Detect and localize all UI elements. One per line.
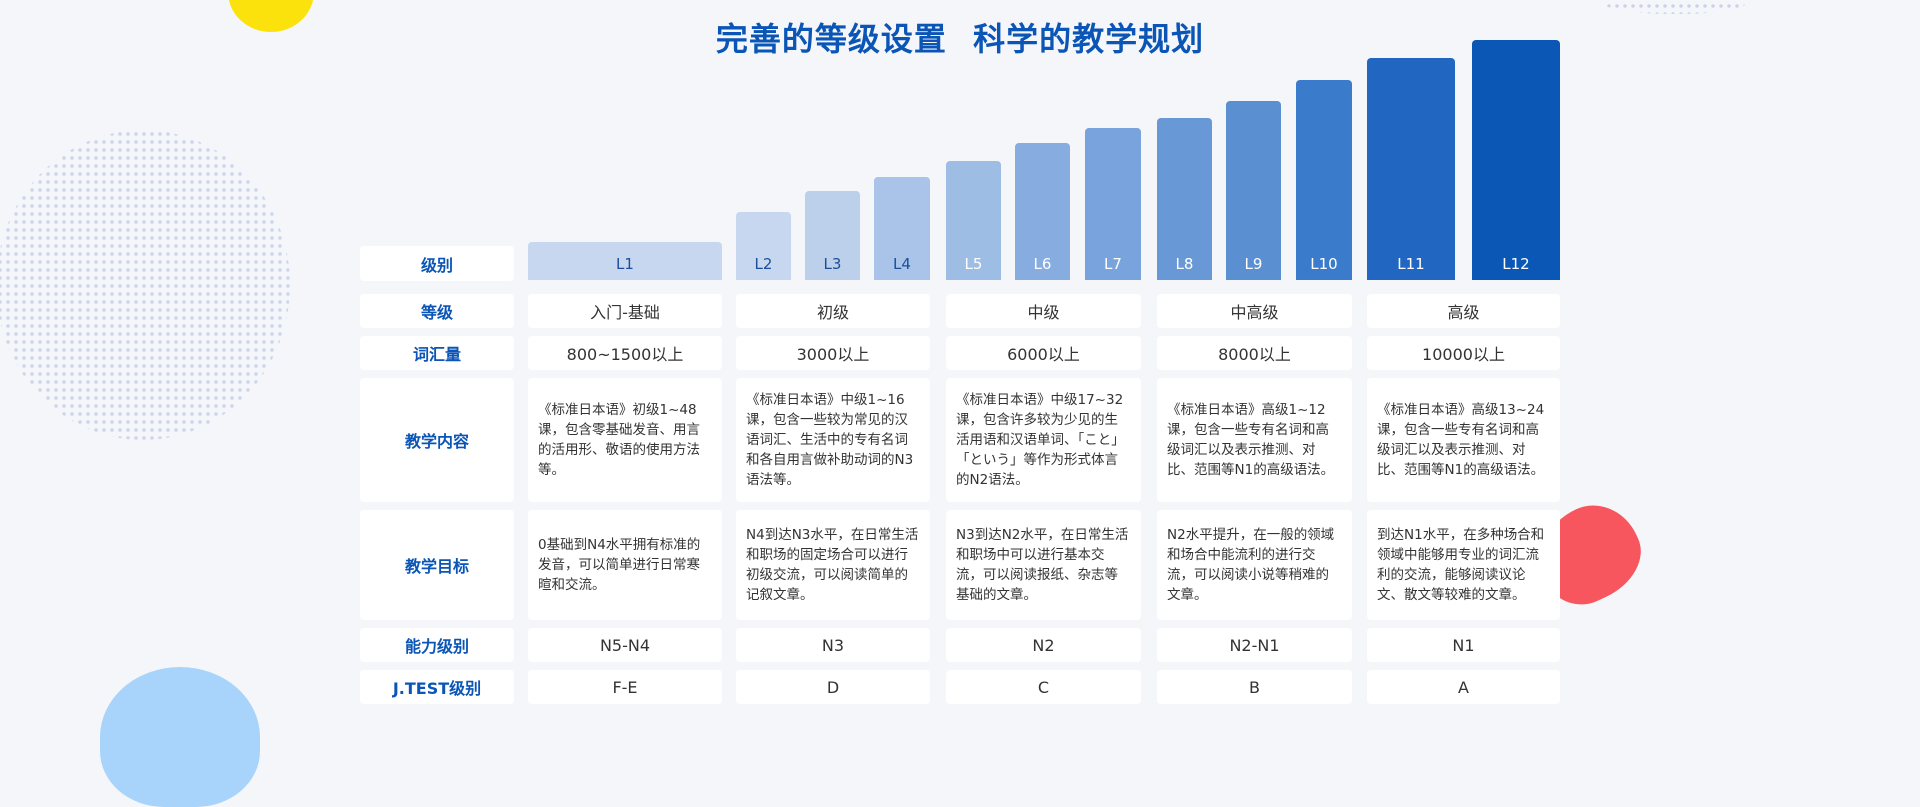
vocab-cell: 10000以上	[1367, 336, 1560, 370]
level-label: L9	[1244, 255, 1263, 273]
dot-pattern-decoration	[0, 130, 290, 440]
level-bar-l7: L7	[1085, 128, 1141, 280]
jtest-cell: F-E	[528, 670, 722, 704]
content-cell: 《标准日本语》高级1~12课，包含一些专有名词和高级词汇以及表示推测、对比、范围…	[1157, 378, 1352, 502]
content-cell: 《标准日本语》中级17~32课，包含许多较为少见的生活用语和汉语单词、「こと」「…	[946, 378, 1141, 502]
content-cell: 《标准日本语》高级13~24课，包含一些专有名词和高级词汇以及表示推测、对比、范…	[1367, 378, 1560, 502]
jtest-cell: A	[1367, 670, 1560, 704]
content-text: 《标准日本语》初级1~48课，包含零基础发音、用言的活用形、敬语的使用方法等。	[538, 402, 700, 478]
ability-cell: N2	[946, 628, 1141, 662]
level-bar-l2: L2	[736, 212, 791, 280]
ability-cell: N5-N4	[528, 628, 722, 662]
vocab-cell: 800~1500以上	[528, 336, 722, 370]
level-bar-l11: L11	[1367, 58, 1455, 280]
ability-cell: N3	[736, 628, 930, 662]
grade-cell: 中级	[946, 294, 1141, 328]
goal-cell: 0基础到N4水平拥有标准的发音，可以简单进行日常寒暄和交流。	[528, 510, 722, 620]
level-label: L12	[1502, 255, 1530, 273]
level-label: L11	[1397, 255, 1425, 273]
goal-text: N4到达N3水平，在日常生活和职场的固定场合可以进行初级交流，可以阅读简单的记叙…	[746, 527, 919, 603]
level-bar-l6: L6	[1015, 143, 1070, 280]
jtest-cell: D	[736, 670, 930, 704]
level-label: L5	[964, 255, 983, 273]
content-text: 《标准日本语》高级13~24课，包含一些专有名词和高级词汇以及表示推测、对比、范…	[1377, 402, 1545, 478]
level-label: L4	[893, 255, 911, 273]
goal-text: N2水平提升，在一般的领域和场合中能流利的进行交流，可以阅读小说等稍难的文章。	[1167, 527, 1335, 603]
page-title: 完善的等级设置 科学的教学规划	[715, 20, 1205, 58]
ability-cell: N1	[1367, 628, 1560, 662]
row-label-content: 教学内容	[360, 378, 514, 502]
goal-text: N3到达N2水平，在日常生活和职场中可以进行基本交流，可以阅读报纸、杂志等基础的…	[956, 527, 1129, 603]
level-bar-l5: L5	[946, 161, 1001, 280]
level-bar-l1: L1	[528, 242, 722, 280]
vocab-cell: 6000以上	[946, 336, 1141, 370]
row-label-grade: 等级	[360, 294, 514, 328]
grade-cell: 中高级	[1157, 294, 1352, 328]
row-label-vocab: 词汇量	[360, 336, 514, 370]
level-label: L1	[616, 255, 634, 273]
row-label-goal: 教学目标	[360, 510, 514, 620]
level-label: L7	[1104, 255, 1122, 273]
content-cell: 《标准日本语》初级1~48课，包含零基础发音、用言的活用形、敬语的使用方法等。	[528, 378, 722, 502]
goal-cell: 到达N1水平，在多种场合和领域中能够用专业的词汇流利的交流，能够阅读议论文、散文…	[1367, 510, 1560, 620]
vocab-cell: 3000以上	[736, 336, 930, 370]
level-label: L3	[823, 255, 842, 273]
content-text: 《标准日本语》中级17~32课，包含许多较为少见的生活用语和汉语单词、「こと」「…	[956, 392, 1125, 488]
level-label: L10	[1310, 255, 1338, 273]
content-cell: 《标准日本语》中级1~16课，包含一些较为常见的汉语词汇、生活中的专有名词和各自…	[736, 378, 930, 502]
grade-cell: 初级	[736, 294, 930, 328]
level-bar-l3: L3	[805, 191, 860, 280]
jtest-cell: B	[1157, 670, 1352, 704]
level-bar-l4: L4	[874, 177, 930, 280]
vocab-cell: 8000以上	[1157, 336, 1352, 370]
level-label: L8	[1175, 255, 1194, 273]
level-label: L2	[754, 255, 773, 273]
grade-cell: 高级	[1367, 294, 1560, 328]
row-label-ability: 能力级别	[360, 628, 514, 662]
goal-text: 0基础到N4水平拥有标准的发音，可以简单进行日常寒暄和交流。	[538, 537, 701, 593]
goal-cell: N4到达N3水平，在日常生活和职场的固定场合可以进行初级交流，可以阅读简单的记叙…	[736, 510, 930, 620]
grade-cell: 入门-基础	[528, 294, 722, 328]
goal-cell: N2水平提升，在一般的领域和场合中能流利的进行交流，可以阅读小说等稍难的文章。	[1157, 510, 1352, 620]
row-label-jtest: J.TEST级别	[360, 670, 514, 704]
ability-cell: N2-N1	[1157, 628, 1352, 662]
content-text: 《标准日本语》中级1~16课，包含一些较为常见的汉语词汇、生活中的专有名词和各自…	[746, 392, 914, 488]
level-bar-l12: L12	[1472, 40, 1560, 280]
content-text: 《标准日本语》高级1~12课，包含一些专有名词和高级词汇以及表示推测、对比、范围…	[1167, 402, 1335, 478]
row-label-level: 级别	[360, 246, 514, 281]
level-bar-l10: L10	[1296, 80, 1352, 280]
goal-cell: N3到达N2水平，在日常生活和职场中可以进行基本交流，可以阅读报纸、杂志等基础的…	[946, 510, 1141, 620]
jtest-cell: C	[946, 670, 1141, 704]
dot-pattern-decoration-top	[1605, 0, 1745, 14]
level-label: L6	[1033, 255, 1052, 273]
level-bar-l8: L8	[1157, 118, 1212, 280]
level-bar-l9: L9	[1226, 101, 1281, 280]
goal-text: 到达N1水平，在多种场合和领域中能够用专业的词汇流利的交流，能够阅读议论文、散文…	[1377, 527, 1545, 603]
blue-circle-decoration	[100, 667, 260, 807]
